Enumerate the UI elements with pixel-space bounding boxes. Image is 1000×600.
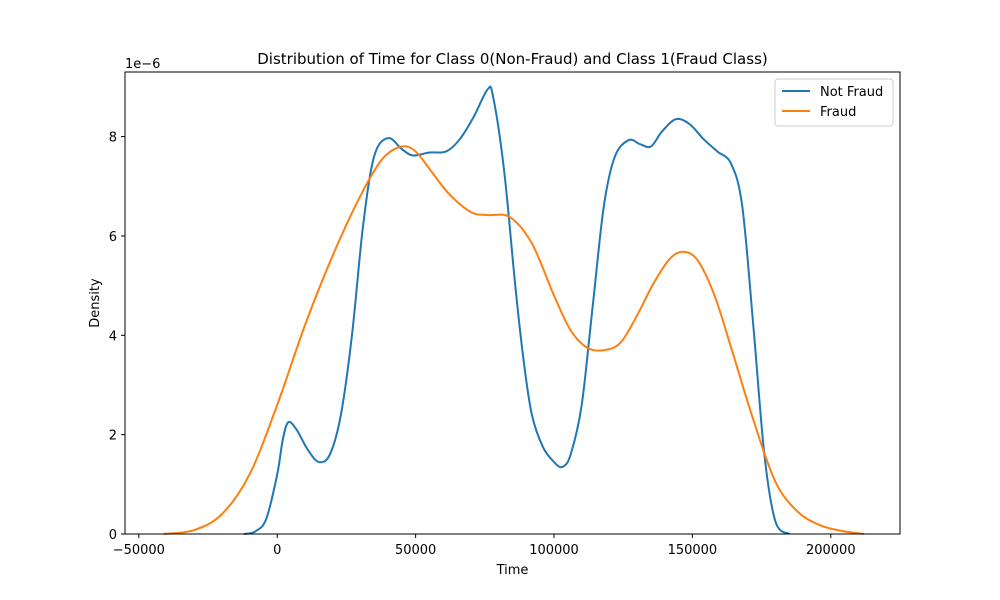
- x-tick-label: 0: [273, 543, 281, 558]
- x-axis: −50000 0 50000 100000 150000 200000: [113, 534, 856, 558]
- x-axis-label: Time: [496, 563, 529, 578]
- y-tick-label: 2: [109, 429, 117, 444]
- chart-title: Distribution of Time for Class 0(Non-Fra…: [257, 50, 767, 68]
- y-axis: 0 2 4 6 8: [109, 131, 125, 543]
- y-tick-label: 8: [109, 131, 117, 146]
- plot-frame: [124, 71, 901, 535]
- legend-label-not-fraud: Not Fraud: [820, 85, 883, 100]
- x-tick-label: −50000: [113, 543, 165, 558]
- x-tick-label: 150000: [668, 543, 718, 558]
- x-tick-label: 200000: [806, 543, 856, 558]
- x-tick-label: 50000: [395, 543, 436, 558]
- legend-label-fraud: Fraud: [820, 105, 856, 120]
- y-offset-label: 1e−6: [125, 57, 160, 72]
- series-line-fraud: [163, 145, 865, 535]
- x-tick-label: 100000: [529, 543, 579, 558]
- legend: Not Fraud Fraud: [774, 78, 894, 127]
- y-tick-label: 4: [109, 329, 117, 344]
- y-tick-label: 6: [109, 230, 117, 245]
- series-line-not-fraud: [243, 85, 790, 535]
- y-tick-label: 0: [109, 528, 117, 543]
- plot-lines: [163, 85, 865, 535]
- y-axis-label: Density: [88, 278, 103, 328]
